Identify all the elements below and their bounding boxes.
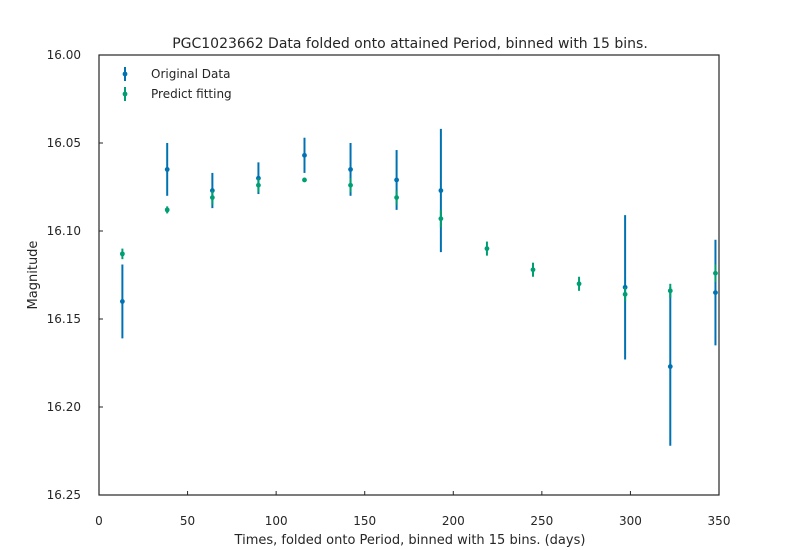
axis-ticks: 0 50 100 150 200 250 300 350 16.00 16.05 16.10 16.1… bbox=[47, 48, 731, 528]
y-tick-label: 16.05 bbox=[47, 136, 81, 150]
data-point bbox=[667, 364, 673, 369]
x-tick-label: 350 bbox=[708, 514, 731, 528]
data-point bbox=[119, 299, 125, 304]
x-tick-label: 250 bbox=[530, 514, 553, 528]
data-point bbox=[256, 182, 261, 188]
y-axis-label: Magnitude bbox=[26, 241, 41, 310]
data-point bbox=[667, 288, 673, 294]
data-point bbox=[302, 152, 307, 158]
x-tick-label: 100 bbox=[265, 514, 288, 528]
data-point bbox=[164, 167, 170, 172]
x-tick-label: 200 bbox=[442, 514, 465, 528]
data-point bbox=[394, 195, 399, 200]
data-point bbox=[394, 177, 399, 183]
data-point bbox=[713, 270, 718, 276]
x-tick-label: 150 bbox=[353, 514, 376, 528]
legend-marker bbox=[122, 91, 128, 97]
legend: Original Data Predict fitting bbox=[122, 67, 232, 101]
y-tick-label: 16.00 bbox=[47, 48, 81, 62]
x-axis-label: Times, folded onto Period, binned with 1… bbox=[234, 533, 586, 548]
data-point bbox=[438, 188, 444, 193]
legend-label: Original Data bbox=[151, 67, 230, 81]
x-tick-label: 0 bbox=[95, 514, 103, 528]
legend-marker bbox=[122, 71, 128, 77]
data-point bbox=[209, 195, 215, 200]
data-point bbox=[119, 251, 125, 257]
data-point bbox=[348, 167, 353, 172]
data-point bbox=[438, 216, 444, 222]
data-point bbox=[302, 177, 307, 183]
y-tick-label: 16.10 bbox=[47, 224, 81, 238]
x-tick-label: 50 bbox=[180, 514, 195, 528]
data-point bbox=[164, 207, 170, 213]
plot-frame bbox=[98, 54, 720, 496]
data-point bbox=[348, 182, 353, 188]
data-point bbox=[713, 290, 718, 295]
y-tick-label: 16.20 bbox=[47, 400, 81, 414]
x-tick-label: 300 bbox=[619, 514, 642, 528]
series-original-data bbox=[119, 128, 718, 446]
plot-area bbox=[119, 128, 718, 446]
data-point bbox=[484, 246, 490, 252]
data-point bbox=[622, 291, 628, 297]
legend-label: Predict fitting bbox=[151, 87, 232, 101]
series-predict-fitting bbox=[119, 177, 718, 302]
data-point bbox=[530, 267, 536, 273]
chart-title: PGC1023662 Data folded onto attained Per… bbox=[172, 36, 648, 52]
data-point bbox=[576, 281, 582, 287]
y-tick-label: 16.25 bbox=[47, 488, 81, 502]
y-tick-label: 16.15 bbox=[47, 312, 81, 326]
